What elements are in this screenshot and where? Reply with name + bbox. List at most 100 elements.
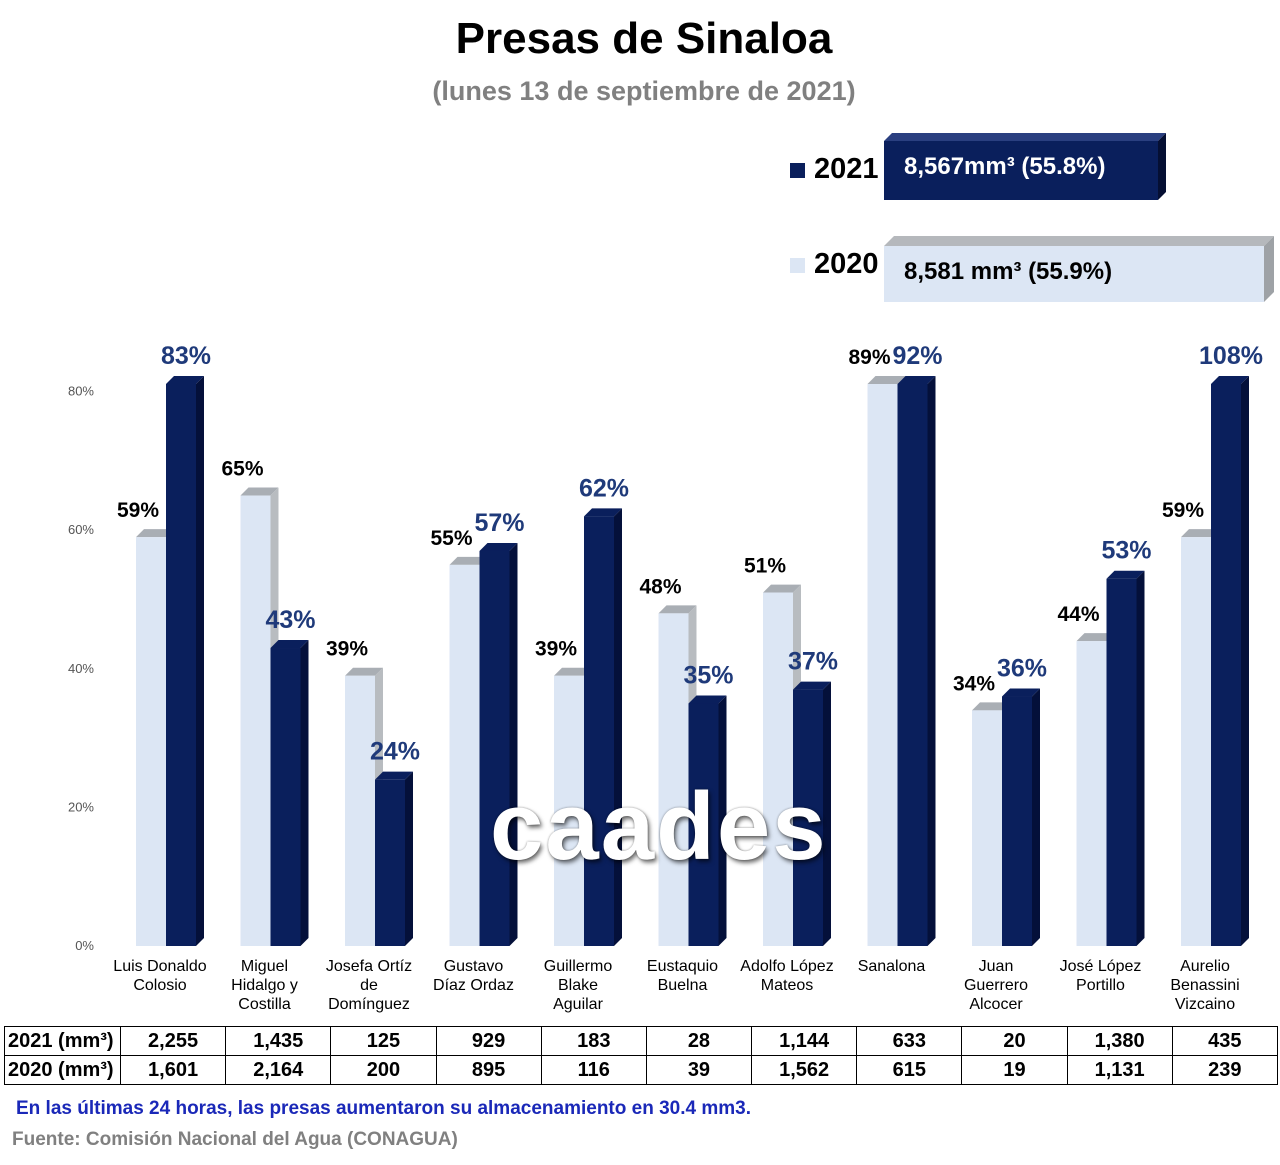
- bar-2020-top: [136, 529, 174, 538]
- bar-label-2020: 59%: [1162, 499, 1204, 522]
- bar-2021-side: [614, 508, 622, 946]
- table-cell: 1,131: [1066, 1055, 1173, 1085]
- bar-2021-side: [405, 771, 413, 946]
- bar-2020: [240, 495, 271, 946]
- bar-2020: [867, 384, 898, 946]
- legend-box-2021: 8,567mm³ (55.8%): [884, 133, 1166, 200]
- legend-swatch-2020: [790, 258, 805, 273]
- bar-2021-side: [718, 695, 727, 946]
- bar-2021: [1106, 578, 1137, 946]
- category-label: Juan: [979, 958, 1014, 975]
- bar-2021: [166, 384, 196, 946]
- bar-2021-top: [688, 695, 727, 704]
- legend-year-2020: 2020: [814, 248, 879, 280]
- category-label: Sanalona: [858, 958, 926, 975]
- category-label: José López: [1060, 958, 1142, 975]
- bar-label-2021: 57%: [474, 509, 524, 537]
- table-cell: 1,380: [1066, 1026, 1173, 1056]
- table-row-label: 2021 (mm³): [4, 1026, 121, 1056]
- chart-title: Presas de Sinaloa: [455, 14, 833, 63]
- bar-label-2020: 39%: [535, 638, 577, 661]
- legend-swatch-2021: [790, 163, 805, 178]
- bar-2020: [658, 613, 689, 946]
- bar-2020: [136, 537, 166, 946]
- bar-2021-side: [1032, 688, 1040, 946]
- bar-2021-side: [1136, 570, 1145, 946]
- bar-2021: [1002, 696, 1032, 946]
- bar-2021-top: [479, 542, 518, 551]
- bar-label-2021: 92%: [892, 342, 942, 370]
- category-label: Hidalgo y: [231, 977, 298, 994]
- legend-box-2021-shape: [884, 133, 1166, 200]
- bar-label-2021: 36%: [997, 655, 1047, 683]
- bar-2021-top: [375, 771, 413, 780]
- bar-2020-top: [867, 376, 906, 384]
- bar-label-2021: 35%: [683, 661, 733, 689]
- table-cell: 1,562: [751, 1055, 858, 1085]
- bar-2020: [1076, 641, 1107, 946]
- bar-2021-side: [823, 681, 831, 946]
- table-cell: 895: [435, 1055, 542, 1085]
- category-label: Buelna: [658, 977, 708, 994]
- y-tick-label: 80%: [68, 384, 94, 399]
- category-label: Josefa Ortíz: [326, 958, 412, 975]
- bar-2020: [1181, 537, 1211, 946]
- bar-2020: [554, 675, 584, 946]
- table-cell: 2,164: [225, 1055, 332, 1085]
- bar-chart: 0% 20% 40% 60% 80% 59% 83% Luis Donaldo Colosio 6…: [68, 342, 1263, 1013]
- bar-label-2020: 34%: [953, 672, 995, 695]
- table-cell: 39: [645, 1055, 753, 1085]
- category-label: Blake: [558, 977, 598, 994]
- bar-2020-top: [658, 605, 697, 614]
- bar-label-2020: 48%: [639, 575, 681, 598]
- table-cell: 20: [961, 1026, 1068, 1056]
- category-label: Portillo: [1076, 977, 1125, 994]
- legend-box-2020-shape: [884, 236, 1274, 302]
- bar-2021: [793, 689, 823, 946]
- bar-2020: [972, 710, 1002, 946]
- bar-label-2020: 59%: [117, 499, 159, 522]
- legend-box-2020: 8,581 mm³ (55.9%): [884, 236, 1274, 302]
- category-label: Eustaquio: [647, 958, 718, 975]
- bar-label-2021: 108%: [1199, 342, 1263, 370]
- table-cell: 633: [856, 1026, 963, 1056]
- bar-2020-top: [554, 667, 592, 676]
- bar-2021-side: [927, 376, 936, 946]
- bar-2020-top: [1181, 529, 1219, 538]
- table-cell: 2,255: [119, 1026, 227, 1056]
- category-label: Gustavo: [444, 958, 504, 975]
- table-cell: 1,601: [119, 1055, 227, 1085]
- bar-label-2020: 39%: [326, 638, 368, 661]
- bar-2020-top: [240, 487, 279, 496]
- category-label: Alcocer: [969, 996, 1023, 1013]
- category-label: Mateos: [761, 977, 813, 994]
- bar-2021: [375, 779, 405, 946]
- bar-2020-top: [449, 556, 488, 565]
- bar-2021-top: [270, 640, 309, 649]
- bar-2021-top: [584, 508, 622, 517]
- y-tick-label: 40%: [68, 661, 94, 676]
- bar-label-2021: 62%: [579, 474, 629, 502]
- table-row-2020: 2020 (mm³) 1,601 2,164 200 895 116 39 1,…: [4, 1055, 1279, 1085]
- bar-label-2020: 44%: [1057, 603, 1099, 626]
- bar-2020: [449, 564, 480, 946]
- y-tick-label: 20%: [68, 799, 94, 814]
- bar-2021: [270, 648, 301, 946]
- category-label: Adolfo López: [740, 958, 833, 975]
- bar-2021: [479, 550, 510, 946]
- bar-label-2020: 51%: [744, 555, 786, 578]
- bar-2021-top: [897, 376, 936, 384]
- footnote: En las últimas 24 horas, las presas aume…: [16, 1098, 751, 1119]
- bar-label-2021: 43%: [265, 606, 315, 634]
- bar-label-2021: 37%: [788, 648, 838, 676]
- bar-2020-top: [1076, 633, 1115, 642]
- table-cell: 125: [330, 1026, 437, 1056]
- table-cell: 19: [961, 1055, 1068, 1085]
- bar-2020-top: [972, 702, 1010, 711]
- table-cell: 615: [856, 1055, 963, 1085]
- legend-year-2021: 2021: [814, 153, 879, 185]
- bar-2021: [897, 384, 928, 946]
- bar-2021-side: [300, 640, 309, 946]
- bar-2020: [763, 592, 793, 946]
- y-tick-label: 0%: [75, 938, 94, 953]
